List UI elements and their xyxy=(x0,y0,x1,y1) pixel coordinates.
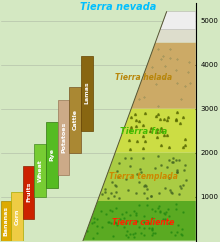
Bar xyxy=(1,201,11,241)
Polygon shape xyxy=(83,201,196,241)
Polygon shape xyxy=(97,153,196,201)
Text: Wheat: Wheat xyxy=(38,159,43,182)
Bar xyxy=(81,56,93,131)
Polygon shape xyxy=(131,43,196,109)
Text: Fruits: Fruits xyxy=(26,182,31,202)
Polygon shape xyxy=(160,12,196,29)
Bar xyxy=(35,144,46,197)
Polygon shape xyxy=(155,12,196,43)
Text: Rye: Rye xyxy=(50,148,54,161)
Polygon shape xyxy=(115,109,196,153)
Text: Lamas: Lamas xyxy=(84,82,89,105)
Bar xyxy=(70,87,81,153)
Bar xyxy=(23,166,35,219)
Text: Corn: Corn xyxy=(15,208,19,225)
Text: Cattle: Cattle xyxy=(73,109,78,130)
Bar xyxy=(58,100,70,174)
Text: Bananas: Bananas xyxy=(4,206,9,236)
Text: Tierra fría: Tierra fría xyxy=(120,127,167,136)
Text: Tierra nevada: Tierra nevada xyxy=(80,2,156,12)
Bar xyxy=(11,192,23,241)
Text: Tierra caliente: Tierra caliente xyxy=(112,218,174,227)
Bar xyxy=(46,122,58,188)
Text: Tierra templada: Tierra templada xyxy=(109,172,178,181)
Text: Tierra helada: Tierra helada xyxy=(115,73,172,82)
Text: Potatoes: Potatoes xyxy=(61,121,66,153)
